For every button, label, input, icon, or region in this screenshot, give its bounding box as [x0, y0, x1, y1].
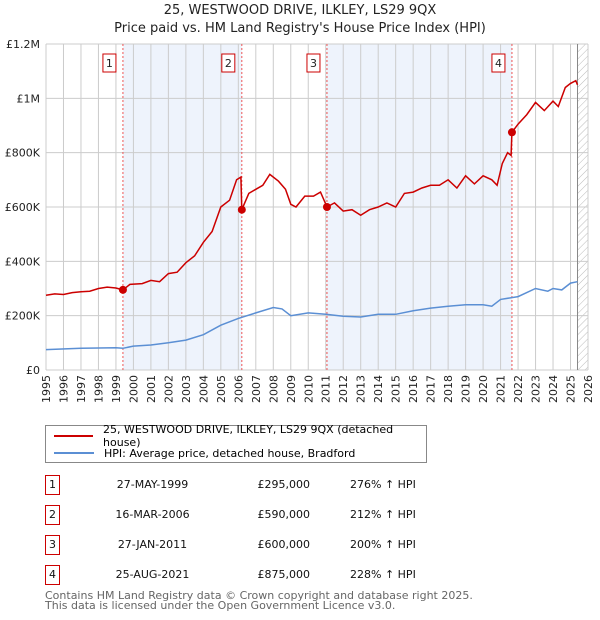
legend-label: HPI: Average price, detached house, Brad… — [104, 446, 356, 460]
x-tick-label: 2009 — [285, 375, 298, 403]
y-tick-label: £600K — [5, 201, 41, 214]
legend-item-property: 25, WESTWOOD DRIVE, ILKLEY, LS29 9QX (de… — [54, 423, 426, 449]
sale-date: 25-AUG-2021 — [115, 568, 190, 581]
legend-label: 25, WESTWOOD DRIVE, ILKLEY, LS29 9QX (de… — [103, 423, 394, 449]
x-tick-label: 2019 — [460, 375, 473, 403]
x-tick-label: 1997 — [75, 375, 88, 403]
x-tick-label: 2010 — [302, 375, 315, 403]
x-tick-label: 2000 — [127, 375, 140, 403]
x-tick-label: 2022 — [512, 375, 525, 403]
x-tick-label: 2007 — [250, 375, 263, 403]
x-tick-label: 2026 — [582, 375, 595, 403]
x-tick-label: 2011 — [320, 375, 333, 403]
sale-point — [118, 285, 127, 294]
x-tick-label: 2001 — [145, 375, 158, 403]
sale-row: 3 27-JAN-2011 £600,000 200% ↑ HPI — [45, 535, 445, 555]
chart-subtitle: Price paid vs. HM Land Registry's House … — [114, 21, 486, 36]
sale-number: 2 — [45, 505, 60, 525]
x-tick-label: 2023 — [530, 375, 543, 403]
y-tick-label: £200K — [5, 310, 41, 323]
x-tick-label: 2017 — [425, 375, 438, 403]
property-series-line — [45, 79, 579, 297]
x-tick-label: 2016 — [407, 375, 420, 403]
price-chart: 1995 1996 1997 1998 1999 2000 2001 2002 2003 2004… — [5, 38, 595, 403]
sale-hpi-change: 276% ↑ HPI — [350, 478, 416, 491]
sale-number: 1 — [45, 475, 60, 495]
x-tick-label: 2018 — [442, 375, 455, 403]
x-tick-label: 2014 — [372, 375, 385, 403]
red-line-swatch — [54, 435, 94, 437]
sale-hpi-change: 212% ↑ HPI — [350, 508, 416, 521]
sale-marker-box — [102, 53, 117, 73]
x-tick-label: 2025 — [565, 375, 578, 403]
sale-date: 27-MAY-1999 — [116, 478, 189, 491]
x-tick-label: 2003 — [180, 375, 193, 403]
legend: 25, WESTWOOD DRIVE, ILKLEY, LS29 9QX (de… — [45, 423, 427, 463]
x-tick-label: 2006 — [232, 375, 245, 403]
sale-marker-box — [306, 53, 321, 73]
legend-item-hpi: HPI: Average price, detached house, Brad… — [54, 445, 355, 461]
sale-marker-number: 4 — [495, 57, 502, 70]
sale-price: £295,000 — [257, 478, 311, 491]
sale-price: £590,000 — [257, 508, 311, 521]
x-tick-label: 2015 — [390, 375, 403, 403]
x-tick-label: 1995 — [40, 375, 53, 403]
y-tick-label: £1.2M — [6, 38, 40, 51]
x-tick-label: 1999 — [110, 375, 123, 403]
footer-copyright: Contains HM Land Registry data © Crown c… — [45, 589, 473, 602]
footer-licence: This data is licensed under the Open Gov… — [45, 599, 396, 612]
x-tick-label: 2012 — [337, 375, 350, 403]
x-tick-label: 2004 — [197, 375, 210, 403]
x-tick-label: 2002 — [162, 375, 175, 403]
sale-hpi-change: 228% ↑ HPI — [350, 568, 416, 581]
sale-number: 3 — [45, 535, 60, 555]
sale-price: £600,000 — [257, 538, 311, 551]
sale-point — [322, 203, 331, 211]
sale-marker-number: 2 — [225, 57, 232, 70]
y-tick-label: £800K — [5, 147, 41, 160]
sale-point — [237, 205, 246, 214]
sale-marker-number: 3 — [310, 57, 317, 70]
sale-marker-number: 1 — [106, 57, 113, 70]
sale-row: 2 16-MAR-2006 £590,000 212% ↑ HPI — [45, 505, 445, 525]
sale-point — [507, 128, 516, 137]
chart-title: 25, WESTWOOD DRIVE, ILKLEY, LS29 9QX — [163, 3, 437, 18]
y-tick-label: £0 — [26, 364, 40, 377]
sale-row: 1 27-MAY-1999 £295,000 276% ↑ HPI — [45, 475, 445, 495]
x-tick-label: 2008 — [267, 375, 280, 403]
x-tick-label: 2024 — [547, 375, 560, 403]
x-tick-label: 2021 — [495, 375, 508, 403]
blue-line-swatch — [54, 452, 94, 454]
y-tick-label: £400K — [5, 255, 41, 268]
sale-row: 4 25-AUG-2021 £875,000 228% ↑ HPI — [45, 565, 445, 585]
x-tick-label: 2013 — [355, 375, 368, 403]
sale-date: 27-JAN-2011 — [117, 538, 188, 551]
sale-marker-box — [221, 53, 236, 73]
x-tick-label: 1998 — [92, 375, 105, 403]
y-tick-label: £1M — [17, 92, 41, 105]
x-tick-label: 1996 — [57, 375, 70, 403]
sale-price: £875,000 — [257, 568, 311, 581]
sale-date: 16-MAR-2006 — [115, 508, 190, 521]
x-tick-label: 2005 — [215, 375, 228, 403]
sale-hpi-change: 200% ↑ HPI — [350, 538, 416, 551]
sale-number: 4 — [45, 565, 60, 585]
x-tick-label: 2020 — [477, 375, 490, 403]
sale-marker-box — [491, 53, 506, 73]
hpi-series-line — [45, 280, 578, 351]
